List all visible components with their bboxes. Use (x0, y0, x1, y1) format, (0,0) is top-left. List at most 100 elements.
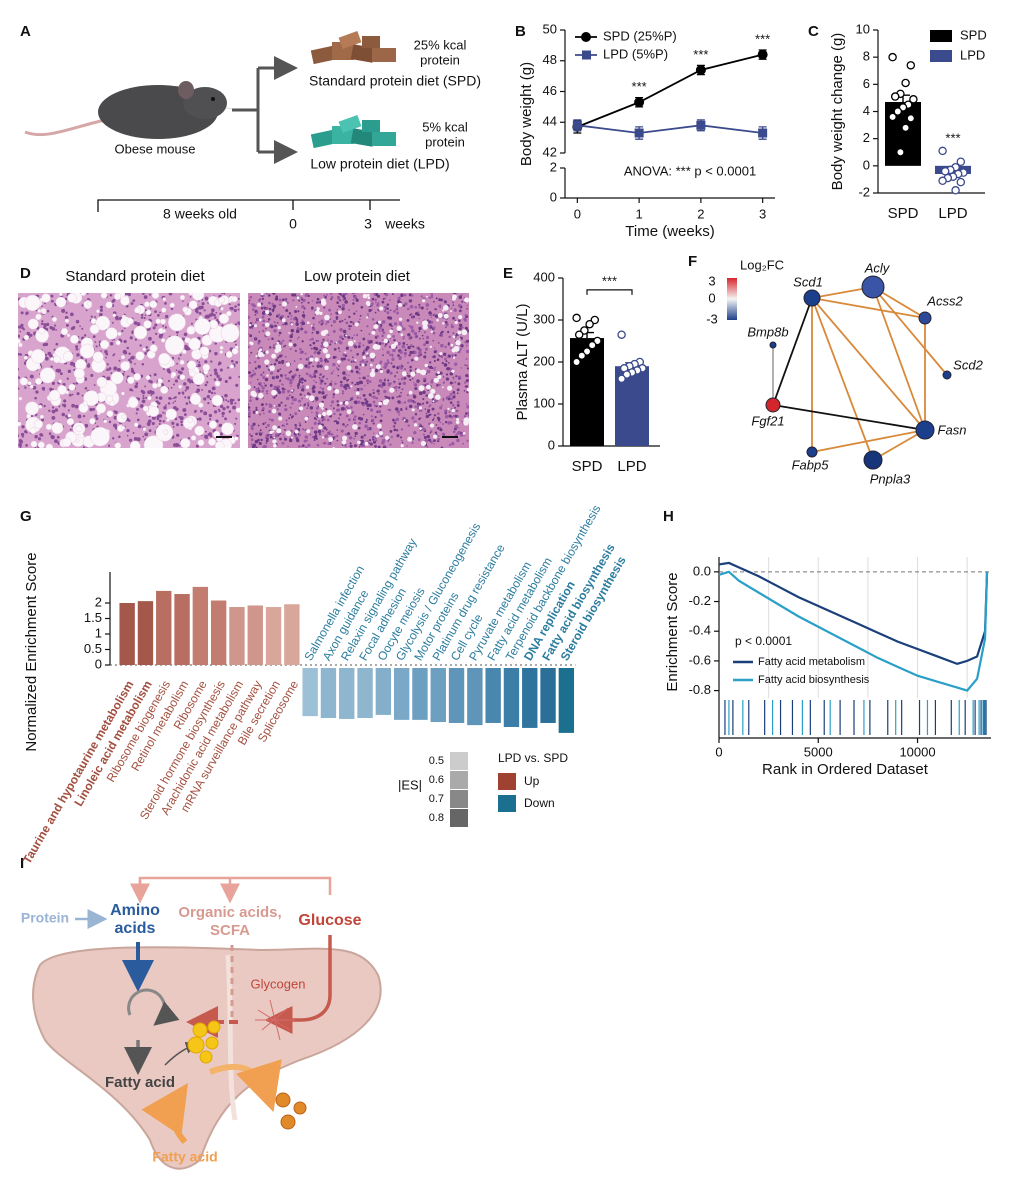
nucleus (301, 381, 304, 384)
nucleus (313, 430, 318, 434)
nucleus (310, 347, 313, 350)
nucleus (431, 418, 435, 421)
nucleus (423, 355, 427, 359)
lipid-vacuole (297, 363, 304, 370)
nucleus (377, 409, 382, 414)
spd-kcal: protein (420, 52, 460, 67)
nucleus (359, 417, 364, 421)
lipid-vacuole (157, 378, 163, 384)
nucleus (452, 332, 455, 335)
lipid-vacuole (180, 438, 191, 448)
nucleus (347, 335, 351, 339)
lipid-vacuole (258, 350, 261, 353)
nucleus (330, 404, 333, 407)
nucleus (422, 337, 425, 340)
nucleus (370, 299, 373, 302)
nucleus (449, 392, 453, 396)
nucleus (142, 397, 145, 400)
nucleus (235, 383, 239, 387)
bar (558, 668, 575, 733)
nucleus (341, 337, 344, 341)
nucleus (278, 334, 280, 337)
significance: *** (755, 31, 770, 46)
nucleus (361, 401, 364, 405)
lipid-vacuole (38, 404, 43, 409)
nucleus (367, 382, 369, 385)
nucleus (281, 390, 286, 394)
nucleus (300, 296, 303, 299)
nucleus (348, 374, 350, 377)
nucleus (260, 306, 264, 310)
nucleus (393, 309, 396, 313)
nucleus (167, 379, 170, 382)
nucleus (320, 379, 324, 383)
nucleus (211, 386, 216, 391)
nucleus (128, 352, 131, 355)
nucleus (406, 394, 409, 397)
nucleus (187, 378, 191, 382)
nucleus (381, 328, 384, 331)
nucleus (255, 432, 258, 436)
nucleus (292, 378, 295, 381)
lipid-vacuole (181, 349, 187, 354)
bar (192, 586, 209, 665)
lipid-vacuole (437, 374, 442, 380)
nucleus (290, 314, 293, 317)
nucleus (142, 293, 145, 295)
nucleus (269, 435, 273, 439)
nucleus (342, 371, 346, 375)
nucleus (126, 429, 130, 433)
nucleus (195, 444, 199, 448)
nucleus (389, 429, 393, 433)
lipid-vacuole (226, 310, 232, 317)
nucleus (389, 371, 393, 375)
nucleus (400, 409, 403, 412)
lipid-vacuole (328, 436, 334, 442)
nucleus (400, 428, 404, 431)
nucleus (266, 423, 270, 427)
nucleus (430, 293, 434, 295)
nucleus (51, 381, 56, 385)
nucleus (342, 423, 345, 426)
nucleus (71, 393, 74, 396)
nucleus (143, 295, 148, 299)
nucleus (461, 326, 464, 329)
nucleus (426, 445, 429, 448)
lipid-vacuole (163, 429, 169, 435)
nucleus (123, 351, 128, 355)
nucleus (456, 293, 458, 294)
mouse-head (183, 87, 227, 119)
nucleus (248, 411, 251, 416)
nucleus (394, 419, 398, 422)
lipid-vacuole (186, 360, 197, 370)
nucleus (222, 407, 226, 411)
nucleus (201, 389, 203, 391)
nucleus (92, 335, 96, 339)
nucleus (300, 327, 304, 331)
lipid-vacuole (148, 405, 160, 417)
nucleus (423, 436, 427, 439)
lipid-vacuole (288, 332, 290, 334)
lipid-vacuole (439, 352, 443, 356)
nucleus (374, 368, 379, 373)
nucleus (312, 365, 314, 368)
nucleus (336, 408, 341, 412)
nucleus (425, 372, 428, 375)
nucleus (444, 409, 448, 413)
lipid-vacuole (327, 386, 332, 391)
nucleus (257, 364, 261, 369)
nucleus (343, 403, 346, 406)
lpd-name: Low protein diet (LPD) (310, 156, 449, 172)
lipid-vacuole (432, 400, 435, 403)
nucleus (261, 432, 264, 434)
nucleus (415, 311, 418, 314)
nucleus (428, 313, 432, 317)
nucleus (379, 419, 383, 423)
nucleus (326, 320, 330, 324)
node-label: Scd1 (793, 274, 823, 289)
nucleus (318, 433, 322, 436)
lipid-vacuole (86, 301, 92, 307)
lipid-vacuole (149, 300, 158, 309)
nucleus (206, 381, 209, 384)
nucleus (325, 393, 328, 397)
